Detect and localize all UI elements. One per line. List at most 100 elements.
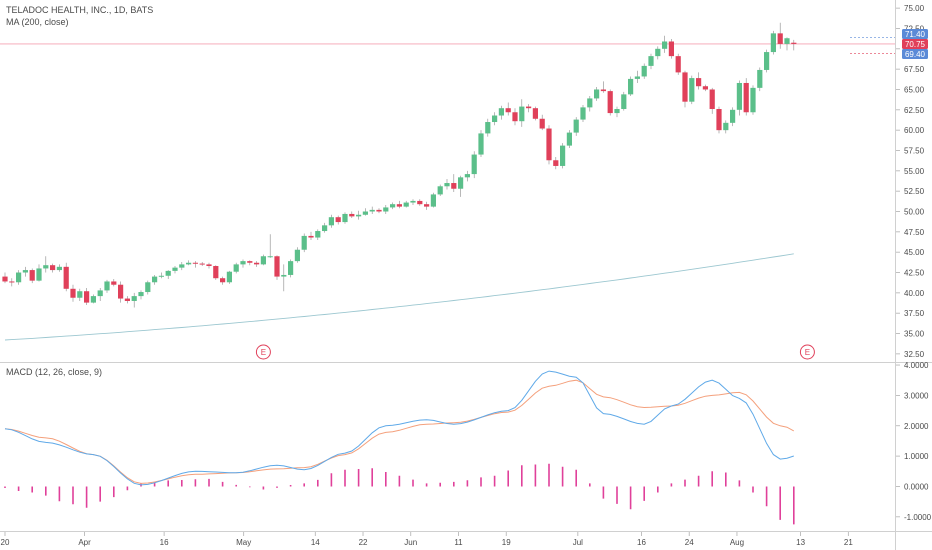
candle <box>349 211 355 219</box>
candlestick-series <box>2 22 797 308</box>
candle <box>220 276 226 285</box>
candle-body <box>9 281 15 283</box>
candle-body <box>131 296 137 301</box>
time-tick: 16 <box>637 532 646 547</box>
candle-body <box>206 264 212 267</box>
time-tick-label: 19 <box>502 538 511 547</box>
price-tick: 47.50 <box>896 228 925 237</box>
macd-axis[interactable]: 4.0000 3.0000 2.0000 1.0000 0.0000 -1.0000 <box>896 361 932 522</box>
price-tick: 75.00 <box>896 4 925 13</box>
candle-body <box>784 38 790 44</box>
candle-body <box>668 41 674 57</box>
candle <box>403 200 409 208</box>
candle <box>478 130 484 158</box>
candle-body <box>546 128 552 161</box>
candle-body <box>36 268 42 281</box>
candle-body <box>430 194 436 207</box>
time-tick-label: 22 <box>359 538 368 547</box>
candle <box>90 294 96 304</box>
candle <box>791 39 797 51</box>
candle-body <box>424 204 430 207</box>
candle <box>539 114 545 131</box>
candle <box>22 266 28 277</box>
candle-body <box>634 76 640 79</box>
candle <box>689 75 695 105</box>
candle-body <box>179 264 185 268</box>
candle <box>505 102 511 116</box>
earnings-event-marker: E <box>255 344 271 360</box>
candle <box>709 87 715 114</box>
candle-body <box>356 214 362 217</box>
candle <box>634 70 640 83</box>
candle-body <box>56 266 62 271</box>
price-tick-label: 32.50 <box>904 350 925 359</box>
macd-tick: -1.0000 <box>896 513 932 522</box>
price-tick: 55.00 <box>896 167 925 176</box>
time-tick: 11 <box>454 532 463 547</box>
time-tick-label: Jul <box>573 538 583 547</box>
price-tick-label: 75.00 <box>904 4 925 13</box>
candle-body <box>723 122 729 131</box>
time-tick: 13 <box>796 532 806 547</box>
macd-title: MACD (12, 26, close, 9) <box>6 367 102 377</box>
candle-body <box>682 72 688 102</box>
candle-body <box>111 281 117 285</box>
candle <box>267 234 273 258</box>
candle-body <box>213 266 219 279</box>
candle-body <box>594 89 600 99</box>
candle-body <box>396 204 402 207</box>
candle <box>124 296 130 304</box>
candle-body <box>587 98 593 108</box>
candle-body <box>158 275 164 277</box>
candle-body <box>369 209 375 212</box>
macd-tick-label: 2.0000 <box>904 422 929 431</box>
candle <box>519 99 525 127</box>
candle-body <box>614 109 620 114</box>
candle <box>240 259 246 268</box>
candle-body <box>770 33 776 53</box>
candle-body <box>390 204 396 208</box>
candle <box>29 268 35 284</box>
candle <box>328 214 334 228</box>
candle-body <box>145 282 151 293</box>
price-badge-bg <box>902 49 928 59</box>
candle <box>723 120 729 134</box>
candle-body <box>736 82 742 110</box>
price-axis[interactable]: 32.50 35.00 37.50 40.00 42.50 45.00 47.50 50.00… <box>896 4 925 359</box>
candle-body <box>451 183 457 189</box>
time-tick: 21 <box>844 532 853 547</box>
candle-body <box>77 291 83 298</box>
candle-body <box>410 200 416 203</box>
time-tick-label: Jun <box>404 538 417 547</box>
candle <box>172 266 178 274</box>
candle <box>682 70 688 108</box>
price-tick-label: 62.50 <box>904 106 925 115</box>
candle-body <box>641 65 647 77</box>
earnings-event-marker: E <box>799 344 815 360</box>
candle-body <box>709 89 715 110</box>
price-tick-label: 72.50 <box>904 24 925 33</box>
candle <box>376 208 382 214</box>
price-tick-label: 52.50 <box>904 187 925 196</box>
candle-body <box>505 108 511 113</box>
candle-body <box>22 270 28 273</box>
candle-body <box>376 209 382 212</box>
candle <box>464 170 470 182</box>
candle <box>199 261 205 267</box>
candle <box>186 260 192 266</box>
candle <box>736 80 742 116</box>
candle <box>247 260 253 266</box>
candle <box>192 261 198 268</box>
price-tick: 42.50 <box>896 269 925 278</box>
macd-pane: MACD (12, 26, close, 9) <box>4 367 795 525</box>
candle <box>471 151 477 179</box>
candle <box>254 261 260 267</box>
candle-body <box>172 267 178 271</box>
candle-body <box>485 122 491 134</box>
candle <box>383 204 389 214</box>
candle <box>50 263 56 273</box>
time-axis[interactable]: 20 Apr 16 May 14 22 Jun 11 19 Jul 16 24 Aug 13 21 <box>1 532 854 547</box>
candle-body <box>199 263 205 265</box>
candle <box>131 292 137 308</box>
